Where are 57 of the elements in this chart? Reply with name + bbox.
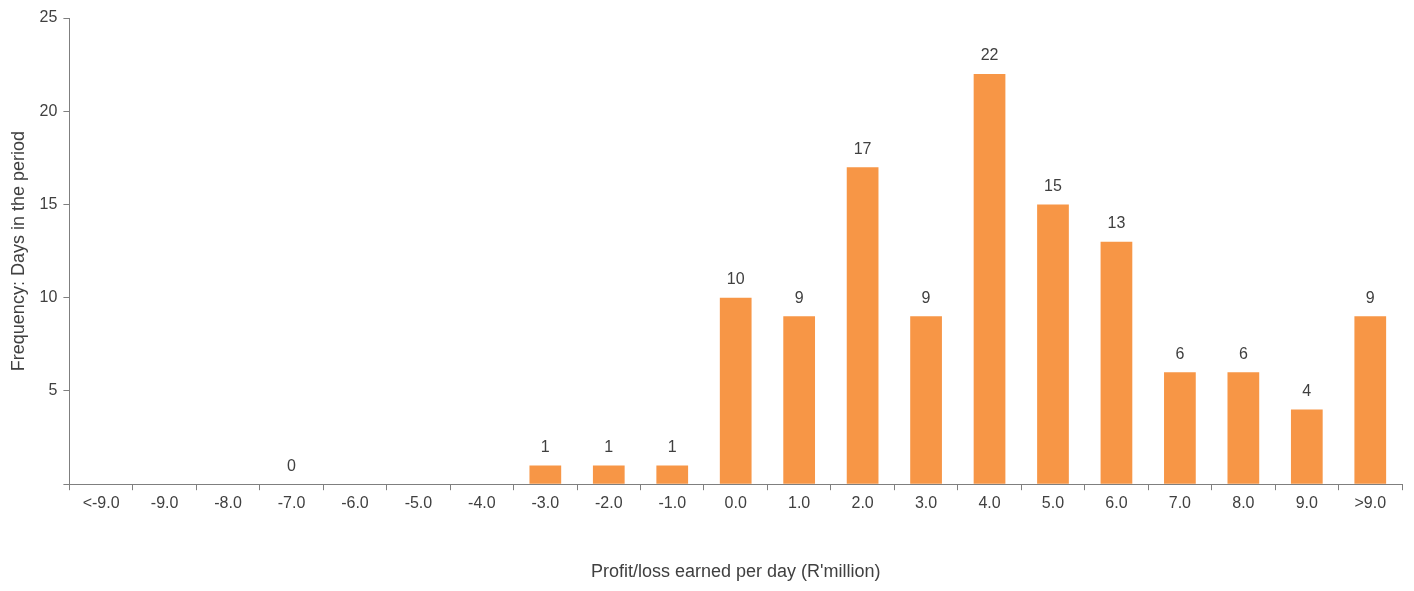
x-tick-label: -3.0 [531,494,560,512]
x-tick-label: -1.0 [658,494,687,512]
x-tick-label: 2.0 [851,494,874,512]
data-label: 9 [794,288,804,306]
x-tick-label: -5.0 [404,494,433,512]
data-label: 1 [604,437,614,455]
data-label: 1 [667,437,677,455]
x-axis-title: Profit/loss earned per day (R'million) [590,561,881,582]
bar [1227,372,1260,484]
bar [656,465,689,484]
data-label: 6 [1175,344,1185,362]
x-tick-label: 6.0 [1105,494,1128,512]
bar [846,167,879,484]
x-tick-label: -6.0 [341,494,369,512]
data-label: 17 [853,139,872,157]
data-label: 13 [1107,214,1126,232]
data-label: 9 [1365,288,1375,306]
data-label: 22 [980,46,999,64]
x-tick-label: -8.0 [214,494,242,512]
x-tick-label: >9.0 [1354,494,1387,512]
bar [529,465,562,484]
bar [1354,316,1387,484]
bar [1037,204,1069,484]
x-tick-label: -9.0 [150,494,179,512]
data-label: 15 [1044,176,1062,194]
bar [783,316,816,484]
x-tick-label: 3.0 [914,494,938,512]
bar [1164,372,1196,484]
data-label: 10 [726,270,745,288]
y-tick-label: 20 [39,101,58,119]
x-tick-label: -2.0 [594,494,623,512]
y-tick-label: 15 [39,194,58,212]
x-tick-label: 7.0 [1168,494,1192,512]
x-tick-label: <-9.0 [82,494,120,512]
y-tick-label: 25 [39,8,58,26]
bar [973,73,1006,484]
x-tick-label: -7.0 [277,494,306,512]
y-tick-label: 10 [39,288,58,306]
x-tick-label: 9.0 [1295,494,1319,512]
x-tick-label: 0.0 [724,494,747,512]
bar [910,316,942,484]
x-tick-label: 1.0 [788,494,811,512]
x-tick-label: 5.0 [1041,494,1065,512]
data-label: 9 [921,288,931,306]
bar [1100,241,1133,484]
data-label: 4 [1302,382,1312,400]
y-axis-title: Frequency: Days in the period [7,131,28,372]
bar [1290,409,1323,484]
data-label: 0 [287,456,297,474]
x-tick-label: -4.0 [468,494,496,512]
bar [719,297,752,484]
bar [592,465,625,484]
x-tick-label: 4.0 [978,494,1001,512]
y-tick-label: 5 [48,381,58,399]
x-tick-label: 8.0 [1232,494,1255,512]
data-label: 1 [540,437,550,455]
data-label: 6 [1238,344,1248,362]
